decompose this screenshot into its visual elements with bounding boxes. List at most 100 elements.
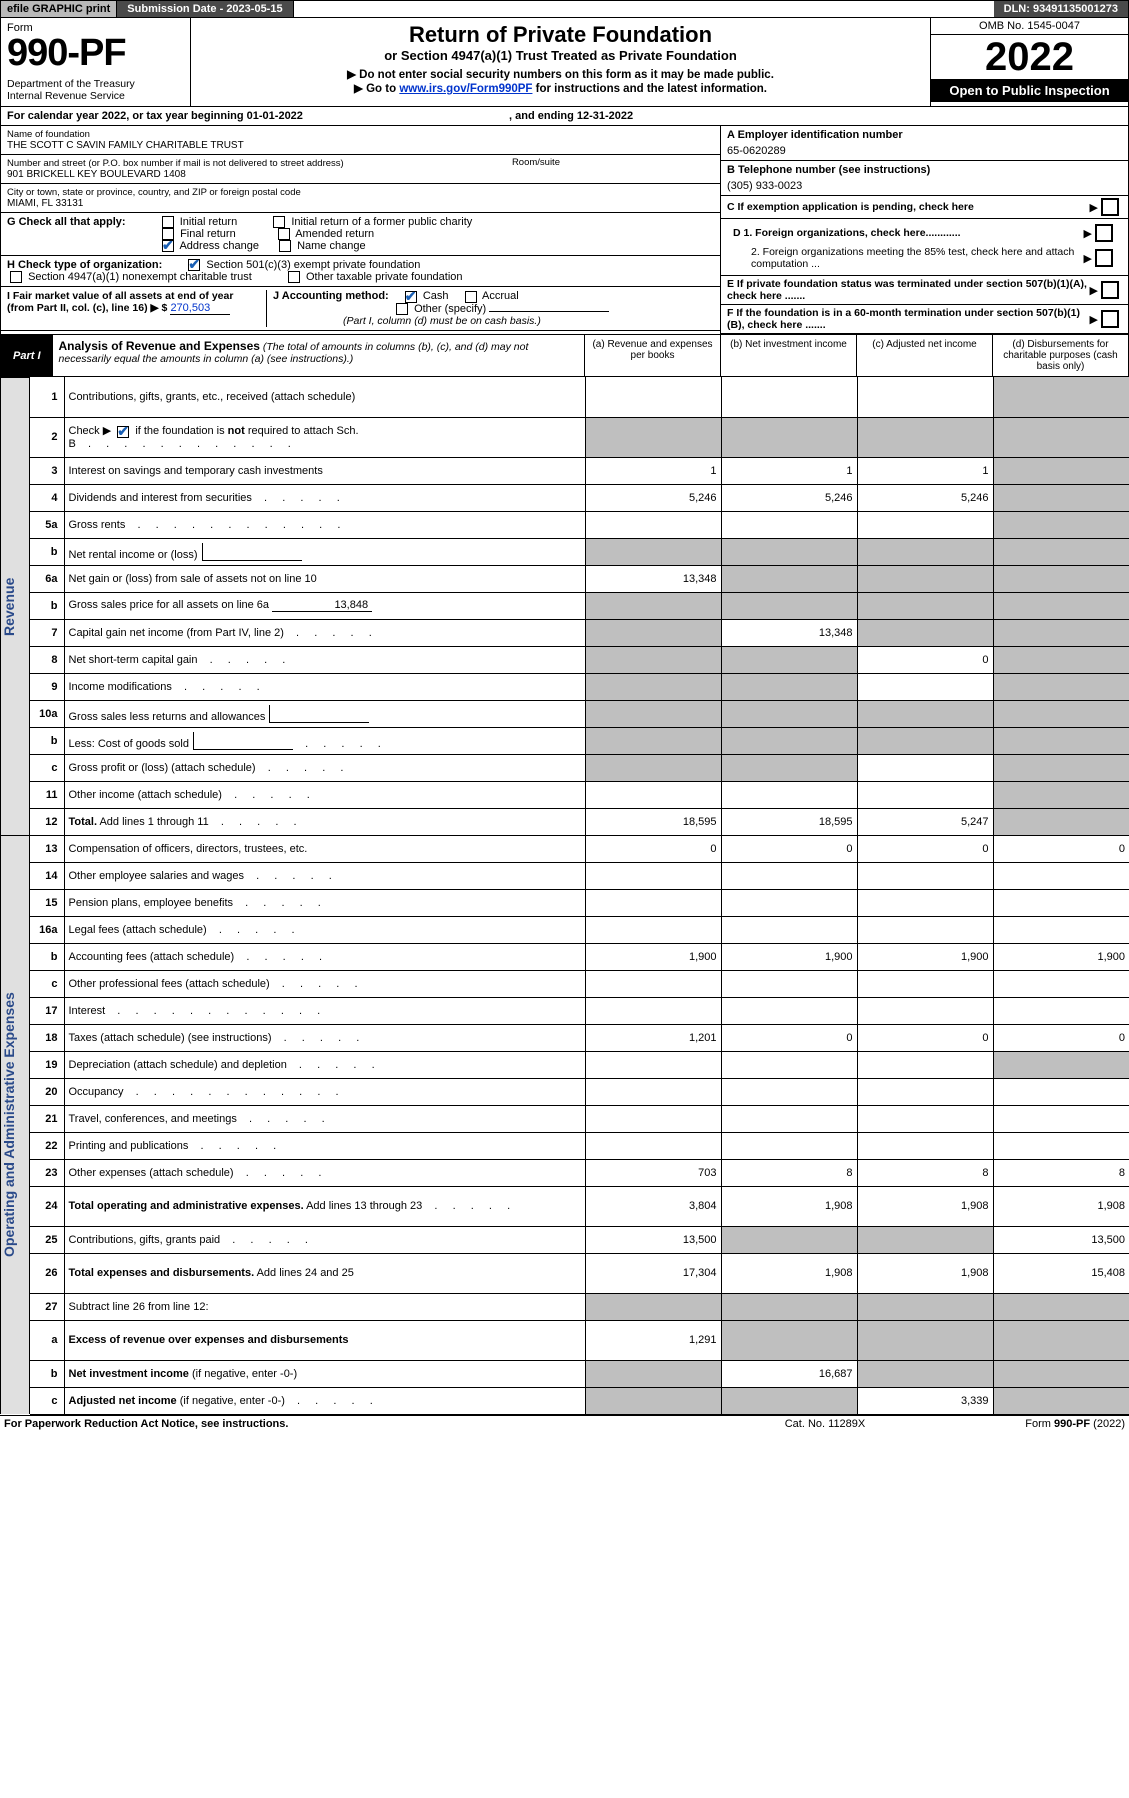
cb-f[interactable] [1101, 310, 1119, 328]
line-number: 6a [30, 565, 64, 592]
sub3-post: for instructions and the latest informat… [532, 83, 767, 95]
cb-initial-former[interactable] [273, 216, 285, 228]
table-row: cOther professional fees (attach schedul… [30, 970, 1129, 997]
col-a-value: 5,246 [585, 484, 721, 511]
h-label: H Check type of organization: [7, 259, 162, 271]
j-block: J Accounting method: Cash Accrual Other … [267, 290, 714, 326]
city-label: City or town, state or province, country… [7, 187, 714, 198]
cb-other-method[interactable] [396, 303, 408, 315]
col-c-value [857, 619, 993, 646]
cb-initial-return[interactable] [162, 216, 174, 228]
d-cell: D 1. Foreign organizations, check here..… [721, 219, 1128, 276]
cb-accrual[interactable] [465, 291, 477, 303]
cb-d2[interactable] [1095, 249, 1113, 267]
col-d-value [993, 511, 1129, 538]
col-b-value [721, 565, 857, 592]
cb-d1[interactable] [1095, 224, 1113, 242]
cb-name-change[interactable] [279, 240, 291, 252]
col-d-value [993, 862, 1129, 889]
col-b-value [721, 1078, 857, 1105]
col-d-value [993, 754, 1129, 781]
line-number: b [30, 727, 64, 754]
cb-c-pending[interactable] [1101, 198, 1119, 216]
cb-amended-return[interactable] [278, 228, 290, 240]
line-desc: Net rental income or (loss) [64, 538, 585, 565]
col-d-value [993, 997, 1129, 1024]
col-a-value [585, 619, 721, 646]
side-labels: Revenue Operating and Administrative Exp… [0, 377, 30, 1415]
col-c-value [857, 673, 993, 700]
header-center: Return of Private Foundation or Section … [191, 18, 930, 106]
footer-left: For Paperwork Reduction Act Notice, see … [4, 1418, 725, 1430]
col-b-value [721, 889, 857, 916]
col-a-value [585, 646, 721, 673]
line-number: 15 [30, 889, 64, 916]
col-b-value: 13,348 [721, 619, 857, 646]
col-b-value: 18,595 [721, 808, 857, 835]
col-d-value [993, 1387, 1129, 1414]
table-row: 13Compensation of officers, directors, t… [30, 835, 1129, 862]
c-label: C If exemption application is pending, c… [727, 201, 1090, 213]
cb-4947a1[interactable] [10, 271, 22, 283]
line-desc: Total expenses and disbursements. Add li… [64, 1253, 585, 1293]
col-d-value: 0 [993, 835, 1129, 862]
table-row: 4Dividends and interest from securities … [30, 484, 1129, 511]
line-desc: Other income (attach schedule) . . . . . [64, 781, 585, 808]
line-desc: Contributions, gifts, grants paid . . . … [64, 1226, 585, 1253]
col-a-value [585, 511, 721, 538]
i-block: I Fair market value of all assets at end… [7, 290, 267, 326]
col-c-value [857, 754, 993, 781]
line-number: 25 [30, 1226, 64, 1253]
form-subtitle: or Section 4947(a)(1) Trust Treated as P… [199, 48, 922, 63]
col-a-value: 13,348 [585, 565, 721, 592]
col-b-value: 0 [721, 1024, 857, 1051]
col-b-value [721, 862, 857, 889]
analysis-table-wrap: 1Contributions, gifts, grants, etc., rec… [30, 377, 1129, 1415]
col-a-value [585, 1387, 721, 1414]
col-d-value [993, 619, 1129, 646]
col-d-value [993, 484, 1129, 511]
col-d-value [993, 538, 1129, 565]
col-a-value [585, 1105, 721, 1132]
col-c-value [857, 417, 993, 457]
cb-e[interactable] [1101, 281, 1119, 299]
part1-label: Part I [1, 335, 53, 376]
arrow-icon: ▶ [1084, 227, 1092, 240]
part1-header: Part I Analysis of Revenue and Expenses … [0, 334, 1129, 377]
sub3-pre: ▶ Go to [354, 83, 399, 95]
cb-501c3[interactable] [188, 259, 200, 271]
col-b-value: 8 [721, 1159, 857, 1186]
ein-value: 65-0620289 [727, 145, 1122, 157]
line-desc: Capital gain net income (from Part IV, l… [64, 619, 585, 646]
table-row: bNet investment income (if negative, ent… [30, 1360, 1129, 1387]
irs-link[interactable]: www.irs.gov/Form990PF [399, 83, 532, 95]
cb-other-taxable[interactable] [288, 271, 300, 283]
cb-address-change[interactable] [162, 240, 174, 252]
col-c-value [857, 565, 993, 592]
col-c-value [857, 862, 993, 889]
line-desc: Compensation of officers, directors, tru… [64, 835, 585, 862]
line-number: 21 [30, 1105, 64, 1132]
revenue-side-label: Revenue [0, 377, 30, 835]
line-number: b [30, 943, 64, 970]
col-d-value [993, 781, 1129, 808]
efile-label: efile GRAPHIC print [1, 1, 117, 17]
col-a-value: 1,201 [585, 1024, 721, 1051]
table-row: 20Occupancy . . . . . . . . . . . . [30, 1078, 1129, 1105]
table-row: 3Interest on savings and temporary cash … [30, 457, 1129, 484]
col-d-value [993, 889, 1129, 916]
col-c-value: 8 [857, 1159, 993, 1186]
expenses-side-label: Operating and Administrative Expenses [0, 835, 30, 1414]
i-value: 270,503 [170, 302, 230, 315]
col-b-value: 16,687 [721, 1360, 857, 1387]
table-row: 25Contributions, gifts, grants paid . . … [30, 1226, 1129, 1253]
col-d-value: 13,500 [993, 1226, 1129, 1253]
col-c-value: 1,908 [857, 1186, 993, 1226]
line-number: 8 [30, 646, 64, 673]
cb-cash[interactable] [405, 291, 417, 303]
j-label: J Accounting method: [273, 290, 389, 302]
g-amended: Amended return [295, 228, 374, 240]
cb-sch-b[interactable] [117, 426, 129, 438]
col-a-value [585, 754, 721, 781]
col-a-value [585, 997, 721, 1024]
